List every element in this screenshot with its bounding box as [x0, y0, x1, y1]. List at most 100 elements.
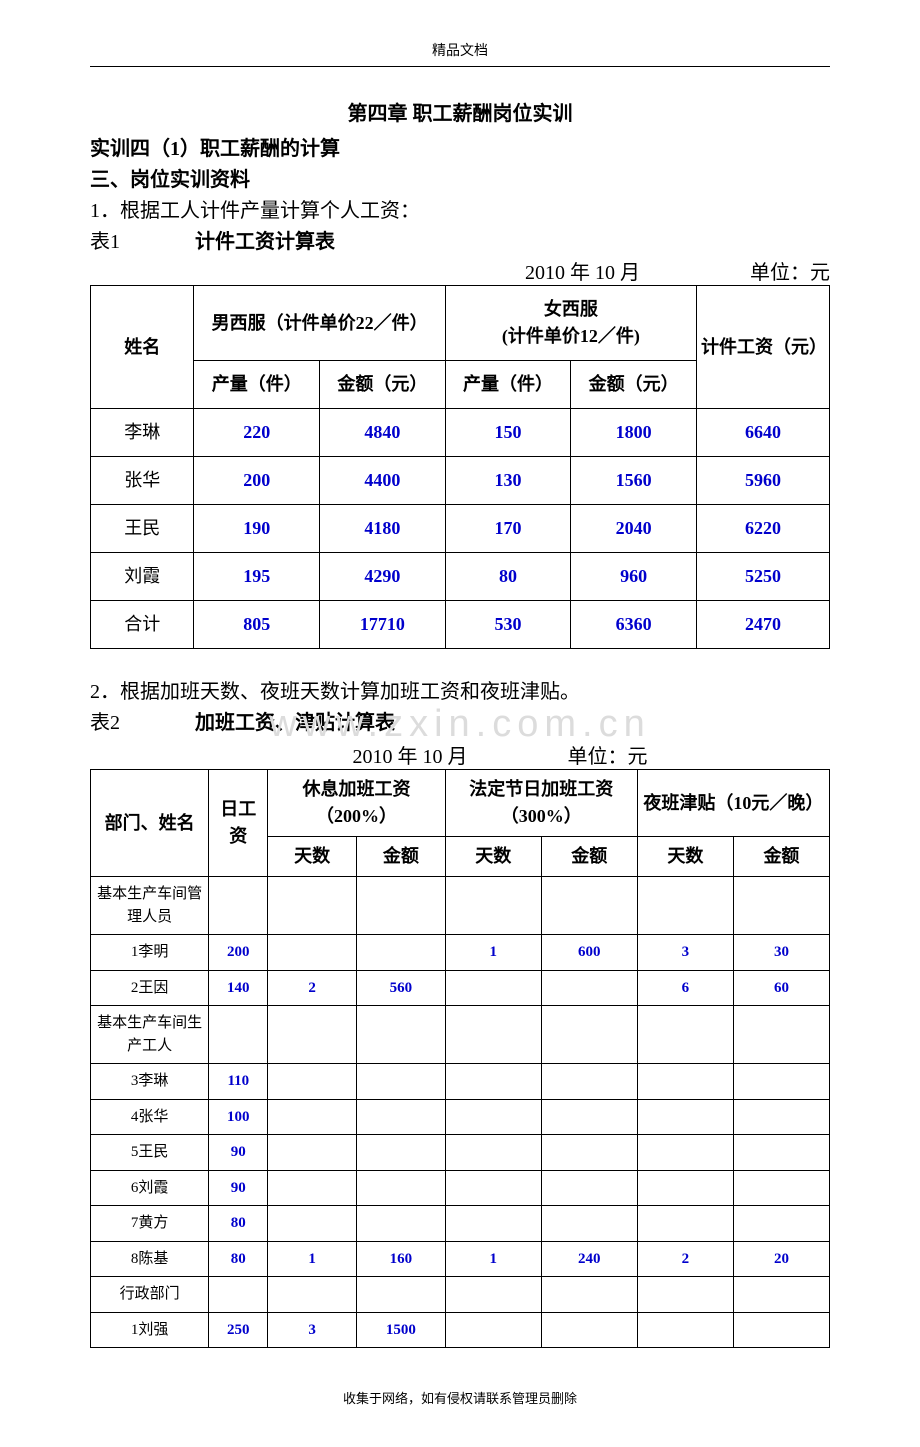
t2-cell: [637, 1135, 733, 1171]
table-row: 8陈基8011601240220: [91, 1241, 830, 1277]
t2-empty: [541, 1006, 637, 1064]
t2-cell: 1: [445, 1241, 541, 1277]
t1-cell: 200: [194, 457, 320, 505]
t2-name: 6刘霞: [91, 1170, 209, 1206]
t2-cell: [357, 1064, 446, 1100]
t2-cell: [445, 1099, 541, 1135]
t2-empty: [268, 1006, 357, 1064]
t2-cell: 1: [268, 1241, 357, 1277]
t1-cell: 960: [571, 553, 697, 601]
t2-cell: [268, 1135, 357, 1171]
t2-empty: [733, 877, 829, 935]
t2-cell: [445, 1064, 541, 1100]
t2-empty: [445, 1277, 541, 1313]
t1-name: 张华: [91, 457, 194, 505]
t2-cell: 60: [733, 970, 829, 1006]
t1-cell: 805: [194, 601, 320, 649]
t2-empty: [209, 877, 268, 935]
t2-empty: [733, 1277, 829, 1313]
t2-h-hol: 法定节日加班工资（300%）: [445, 770, 637, 837]
t2-cell: [357, 1135, 446, 1171]
t1-h-ma: 金额（元）: [320, 361, 446, 409]
page-header: 精品文档: [90, 40, 830, 67]
t1-name: 刘霞: [91, 553, 194, 601]
intro-1: 1．根据工人计件产量计算个人工资：: [90, 194, 830, 223]
t2-empty: [209, 1277, 268, 1313]
t2-cell: 6: [637, 970, 733, 1006]
t2-cell: 90: [209, 1135, 268, 1171]
table-row: 李琳220484015018006640: [91, 409, 830, 457]
t1-cell: 6640: [696, 409, 829, 457]
table2-label: 表2: [90, 706, 190, 735]
t2-cell: [637, 1312, 733, 1348]
t1-h-female: 女西服 (计件单价12／件): [445, 286, 696, 361]
table-row: 7黄方80: [91, 1206, 830, 1242]
table-row: 1李明2001600330: [91, 935, 830, 971]
t2-empty: [357, 1006, 446, 1064]
t1-cell: 4290: [320, 553, 446, 601]
chapter-title: 第四章 职工薪酬岗位实训: [90, 97, 830, 126]
t2-name: 3李琳: [91, 1064, 209, 1100]
t2-empty: [637, 1006, 733, 1064]
t2-cell: [445, 970, 541, 1006]
t2-cell: [541, 1064, 637, 1100]
table-row: 6刘霞90: [91, 1170, 830, 1206]
t2-h-hd: 天数: [445, 837, 541, 877]
t1-cell: 130: [445, 457, 571, 505]
table-row: 1刘强25031500: [91, 1312, 830, 1348]
t1-h-mq: 产量（件）: [194, 361, 320, 409]
t2-cell: [268, 1064, 357, 1100]
t2-empty: [541, 1277, 637, 1313]
t1-name: 合计: [91, 601, 194, 649]
t2-cell: [541, 1206, 637, 1242]
table-row: 合计8051771053063602470: [91, 601, 830, 649]
table2-name: 加班工资、津贴计算表: [195, 712, 395, 734]
table2: 部门、姓名 日工资 休息加班工资（200%） 法定节日加班工资（300%） 夜班…: [90, 769, 830, 1348]
table1-unit: 单位：元: [750, 256, 830, 285]
t2-cell: 2: [268, 970, 357, 1006]
t2-cell: [541, 1170, 637, 1206]
t1-h-female-2: (计件单价12／件): [450, 323, 692, 350]
section-title: 三、岗位实训资料: [90, 163, 830, 192]
t1-cell: 80: [445, 553, 571, 601]
t2-cell: [637, 1064, 733, 1100]
t2-cell: 20: [733, 1241, 829, 1277]
t2-h-rest: 休息加班工资（200%）: [268, 770, 445, 837]
t2-empty: [733, 1006, 829, 1064]
t2-h-na: 金额: [733, 837, 829, 877]
t1-cell: 1560: [571, 457, 697, 505]
t2-name: 1李明: [91, 935, 209, 971]
t2-h-nd: 天数: [637, 837, 733, 877]
t2-cell: 3: [637, 935, 733, 971]
t2-empty: [445, 877, 541, 935]
t2-cell: [357, 1206, 446, 1242]
t2-cell: [637, 1206, 733, 1242]
t2-h-rd: 天数: [268, 837, 357, 877]
table-row: 5王民90: [91, 1135, 830, 1171]
t1-cell: 2040: [571, 505, 697, 553]
t2-cell: 30: [733, 935, 829, 971]
t2-cell: [357, 1170, 446, 1206]
t2-cell: [268, 1170, 357, 1206]
t2-cell: 80: [209, 1206, 268, 1242]
t2-cell: [357, 1099, 446, 1135]
t2-cell: [268, 1206, 357, 1242]
t2-cell: [733, 1099, 829, 1135]
t2-cell: [541, 1312, 637, 1348]
t2-empty: [445, 1006, 541, 1064]
t1-cell: 150: [445, 409, 571, 457]
t1-cell: 6360: [571, 601, 697, 649]
table-row: 3李琳110: [91, 1064, 830, 1100]
t1-cell: 190: [194, 505, 320, 553]
intro-2: 2．根据加班天数、夜班天数计算加班工资和夜班津贴。: [90, 675, 830, 704]
t1-cell: 170: [445, 505, 571, 553]
table1-date: 2010 年 10 月: [525, 256, 640, 285]
t1-cell: 1800: [571, 409, 697, 457]
t1-cell: 5250: [696, 553, 829, 601]
t2-cell: 90: [209, 1170, 268, 1206]
t1-cell: 2470: [696, 601, 829, 649]
t2-cell: 160: [357, 1241, 446, 1277]
t2-cell: 250: [209, 1312, 268, 1348]
table1-caption: 表1 计件工资计算表: [90, 225, 830, 254]
t2-name: 1刘强: [91, 1312, 209, 1348]
